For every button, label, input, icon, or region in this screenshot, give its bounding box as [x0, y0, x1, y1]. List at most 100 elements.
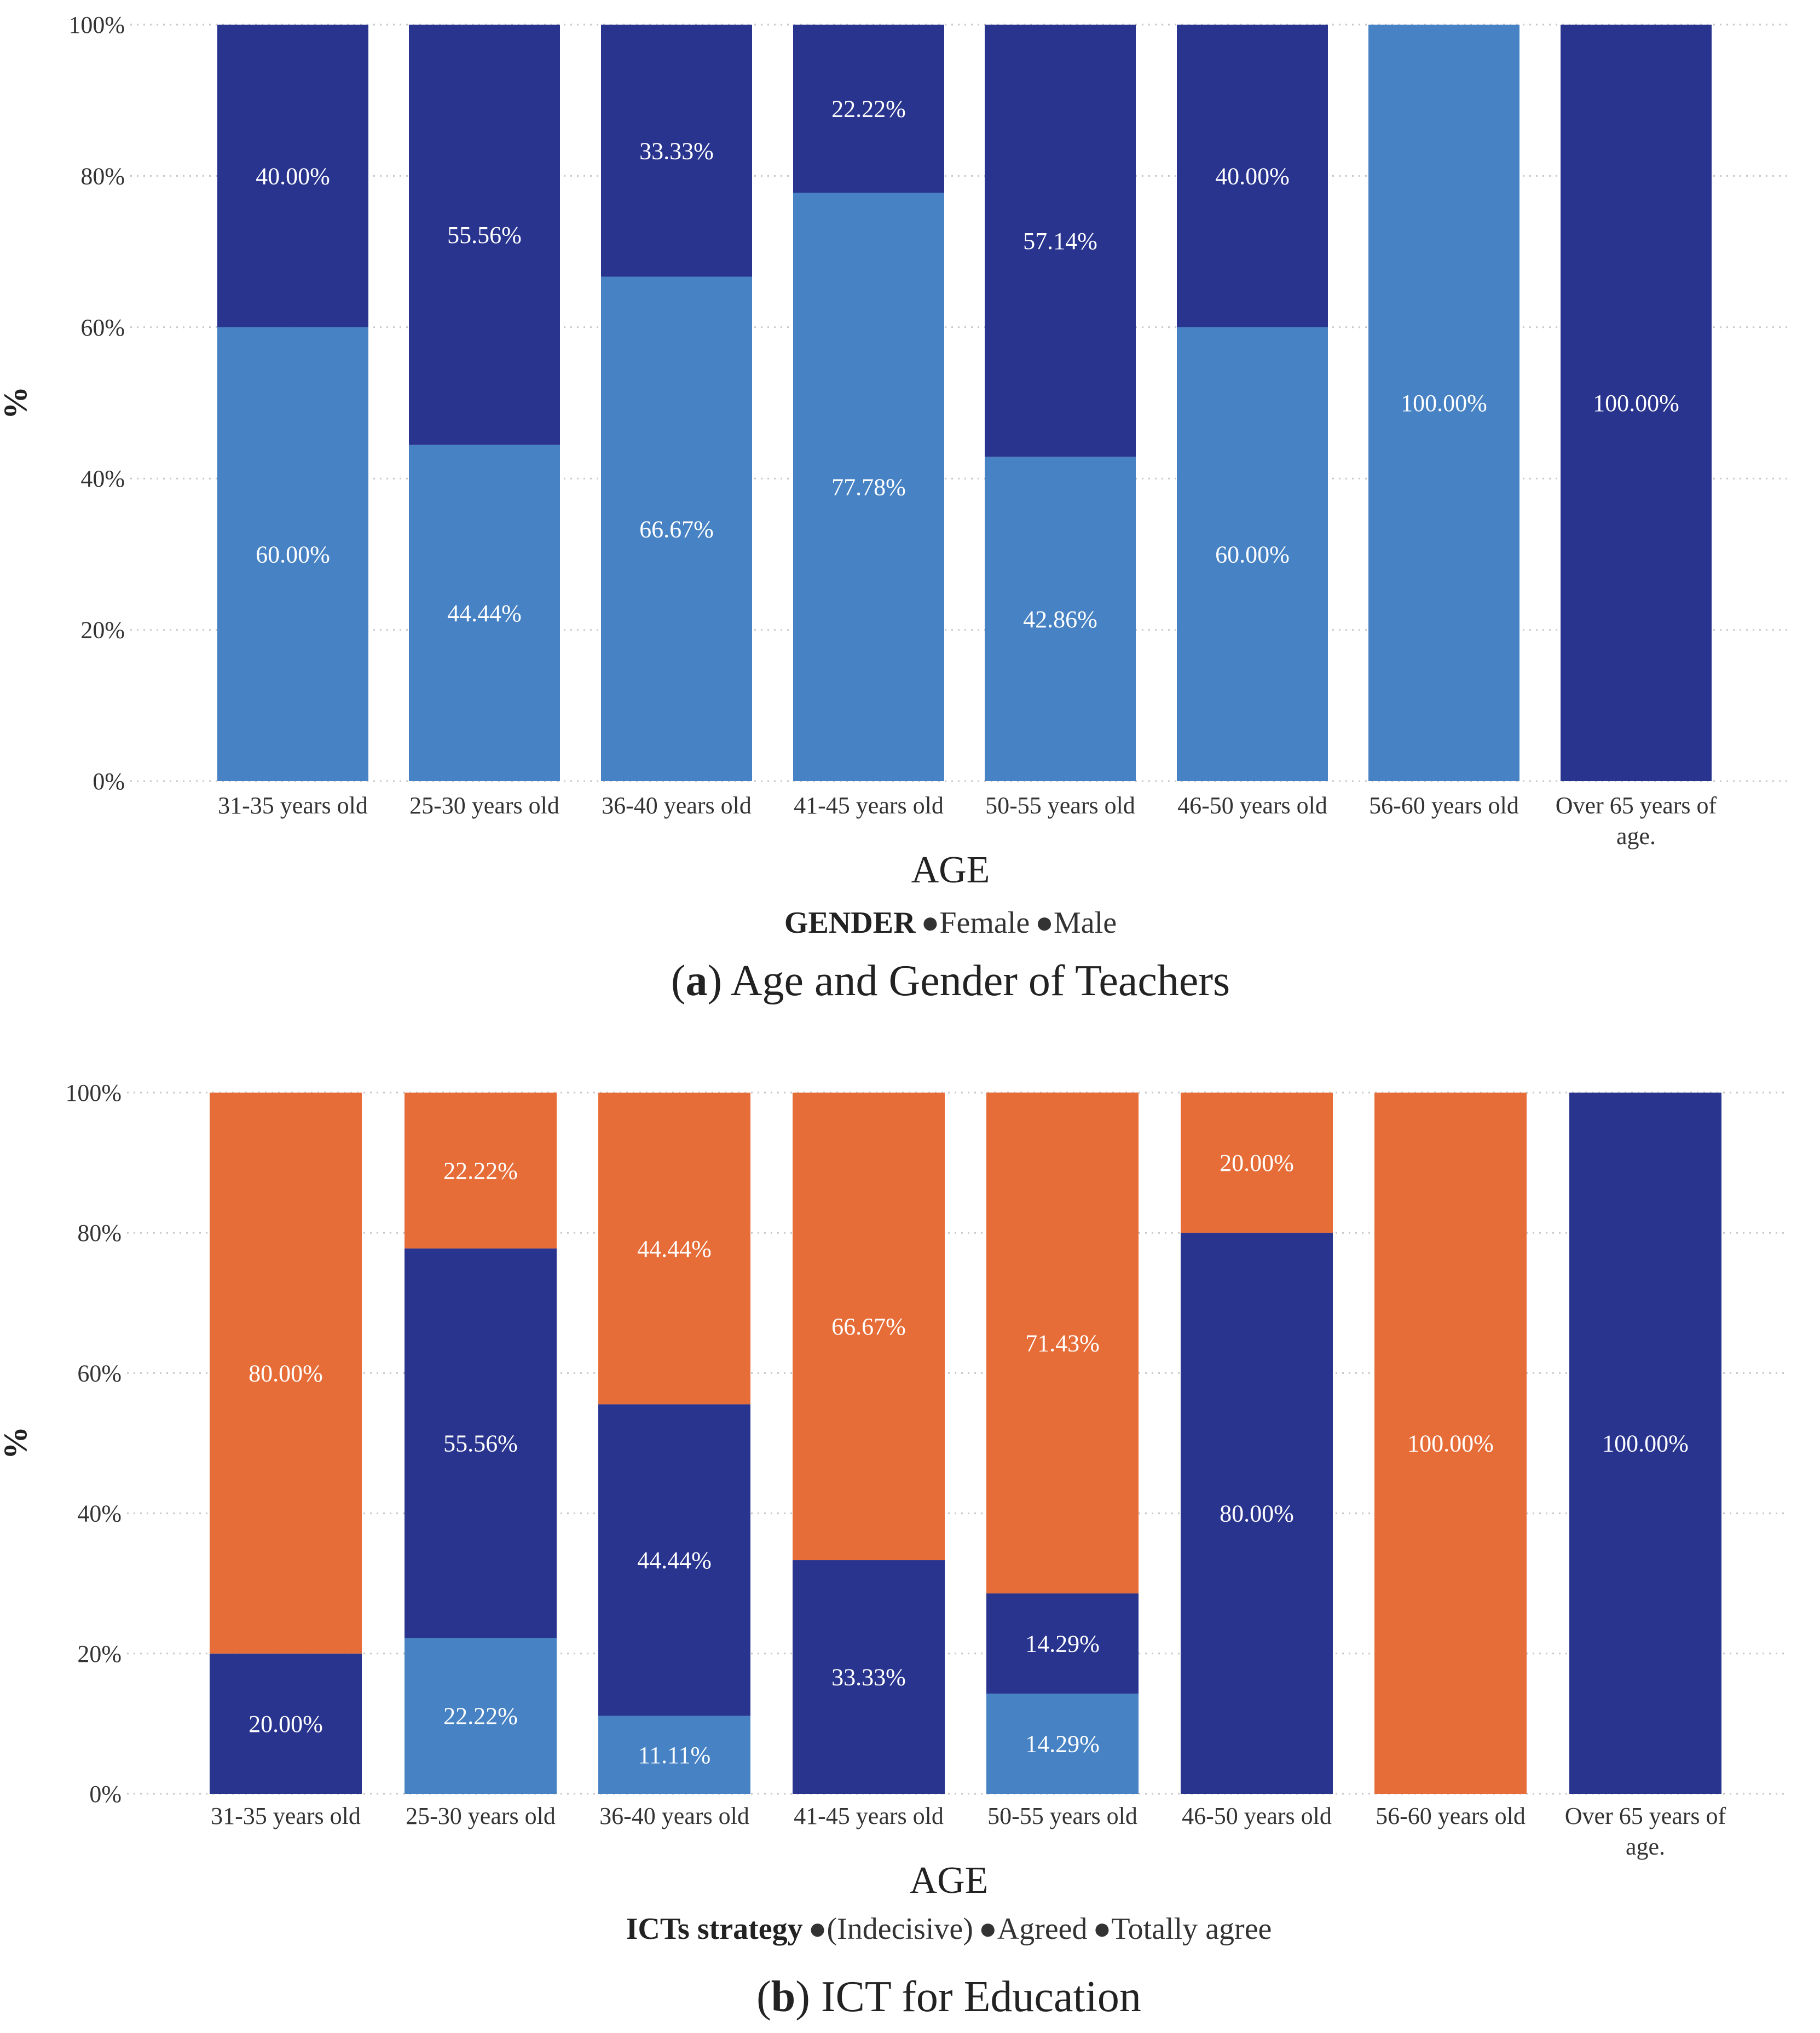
legend: ICTs strategy ●(Indecisive) ●Agreed ●Totall… [626, 1912, 1272, 1946]
bar-segment [1561, 25, 1712, 781]
bar-segment [601, 276, 752, 781]
bar-segment [210, 1093, 362, 1654]
chart-a: 0% 20% 40% 60% 80% 100%% 60.00% 40.00% 31-35 yea… [0, 11, 1787, 1005]
y-axis-title: % [0, 1426, 33, 1459]
y-tick-label: 0% [89, 1781, 122, 1807]
data-label: 33.33% [639, 137, 714, 164]
data-label: 22.22% [443, 1157, 518, 1184]
figure-caption: (b) ICT for Education [756, 1973, 1141, 2021]
x-tick-label: age. [1626, 1833, 1665, 1860]
data-label: 22.22% [831, 96, 906, 123]
caption-letter: a [685, 957, 707, 1005]
bar-segment [985, 457, 1136, 781]
data-label: 44.44% [447, 600, 522, 627]
data-label: 22.22% [443, 1703, 518, 1730]
bar-segment [1181, 1233, 1333, 1794]
x-tick-label: Over 65 years of [1556, 792, 1717, 819]
bar-segment [217, 25, 368, 327]
caption-prefix: ( [671, 957, 686, 1005]
bar-segment [598, 1404, 750, 1716]
x-axis-title: AGE [911, 849, 990, 891]
bar-segment [405, 1638, 557, 1794]
bar-segment [986, 1693, 1139, 1794]
y-tick-label: 80% [80, 163, 125, 189]
legend-marker-icon: ● [1035, 906, 1054, 940]
bar-segment [409, 444, 560, 781]
caption-letter: b [771, 1973, 796, 2021]
caption-text: ) Age and Gender of Teachers [707, 957, 1230, 1005]
y-tick-label: 40% [77, 1500, 122, 1527]
legend-entry: Female [939, 906, 1030, 940]
data-label: 71.43% [1025, 1330, 1100, 1356]
x-tick-label: 50-55 years old [985, 792, 1135, 819]
data-label: 66.67% [831, 1313, 906, 1340]
bar-segment [409, 25, 560, 445]
y-tick-label: 100% [68, 11, 125, 38]
data-label: 20.00% [1220, 1150, 1294, 1176]
data-label: 14.29% [1025, 1630, 1100, 1657]
x-tick-label: 36-40 years old [599, 1803, 749, 1829]
x-tick-label: 46-50 years old [1177, 792, 1327, 819]
figure-caption: (a) Age and Gender of Teachers [671, 957, 1230, 1005]
y-tick-label: 20% [80, 617, 125, 644]
data-label: 14.29% [1025, 1730, 1100, 1757]
bar-segment [986, 1092, 1139, 1593]
x-tick-label: 31-35 years old [211, 1803, 361, 1829]
data-label: 40.00% [1215, 163, 1290, 189]
y-axis-title: % [0, 386, 33, 419]
x-tick-label: 36-40 years old [602, 792, 752, 819]
legend-entry: Totally agree [1111, 1912, 1272, 1946]
legend-title: GENDER [784, 906, 916, 940]
bar-segment [986, 1593, 1139, 1694]
bar-segment [405, 1248, 557, 1638]
x-tick-label: 41-45 years old [794, 1803, 944, 1829]
data-label: 11.11% [638, 1742, 710, 1769]
legend-entry: (Indecisive) [827, 1912, 973, 1946]
legend-entry: Agreed [997, 1912, 1088, 1946]
x-tick-label: 56-60 years old [1369, 792, 1519, 819]
data-label: 60.00% [1215, 541, 1290, 568]
legend-marker-icon: ● [1093, 1912, 1112, 1946]
x-axis-title: AGE [910, 1859, 989, 1902]
bar-segment [217, 327, 368, 781]
data-label: 57.14% [1023, 228, 1097, 255]
y-tick-label: 100% [65, 1079, 122, 1106]
legend: GENDER ●Female ●Male [784, 906, 1117, 940]
y-tick-label: 0% [93, 768, 125, 795]
legend-marker-icon: ● [979, 1912, 997, 1946]
data-label: 80.00% [249, 1360, 323, 1387]
data-label: 20.00% [249, 1711, 323, 1737]
bar-segment [793, 25, 944, 193]
data-label: 66.67% [639, 516, 714, 542]
x-tick-label: age. [1616, 823, 1656, 850]
bar-segment [985, 25, 1136, 457]
legend-title: ICTs strategy [626, 1912, 803, 1946]
bar-segment [1177, 25, 1328, 327]
bar-segment [793, 193, 944, 781]
bar-segment [1374, 1093, 1527, 1794]
x-tick-label: 25-30 years old [406, 1803, 556, 1829]
data-label: 100.00% [1407, 1430, 1494, 1457]
caption-text: ) ICT for Education [795, 1973, 1141, 2021]
bar-segment [1569, 1093, 1721, 1794]
legend-marker-icon: ● [921, 906, 940, 940]
x-tick-label: 25-30 years old [409, 792, 559, 819]
bar-segment [1177, 327, 1328, 781]
data-label: 100.00% [1401, 390, 1487, 417]
data-label: 33.33% [831, 1664, 906, 1691]
legend-entry: Male [1054, 906, 1117, 940]
bar-segment [1368, 25, 1519, 781]
bar-segment [598, 1716, 750, 1794]
y-tick-label: 80% [77, 1220, 122, 1246]
data-label: 60.00% [256, 541, 330, 568]
x-tick-label: 50-55 years old [987, 1803, 1137, 1829]
data-label: 42.86% [1023, 606, 1097, 633]
data-label: 80.00% [1220, 1500, 1294, 1527]
data-label: 55.56% [443, 1430, 518, 1457]
x-tick-label: 31-35 years old [218, 792, 368, 819]
bar-segment [793, 1560, 945, 1794]
y-tick-label: 60% [77, 1360, 122, 1387]
data-label: 77.78% [831, 474, 906, 501]
y-tick-label: 60% [80, 314, 125, 341]
